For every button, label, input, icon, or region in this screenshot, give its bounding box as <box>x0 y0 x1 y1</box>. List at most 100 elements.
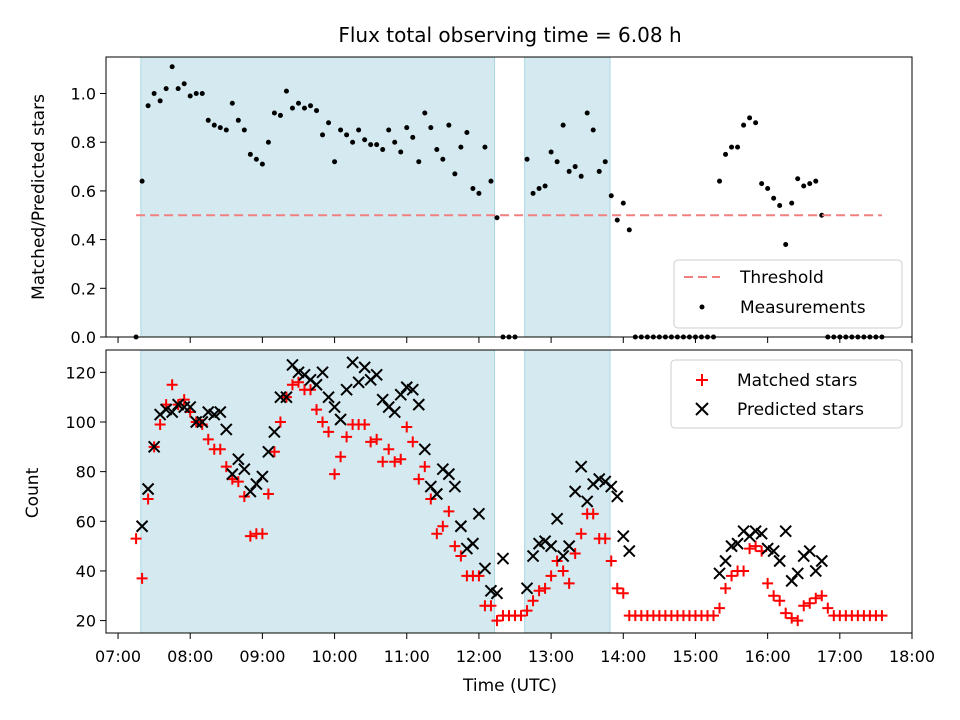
predicted-stars-point <box>346 356 359 369</box>
matched-stars-point <box>220 461 232 473</box>
measurement-point <box>151 91 157 97</box>
matched-stars-point <box>569 548 581 560</box>
predicted-stars-point <box>322 390 335 404</box>
matched-stars-point <box>804 597 816 609</box>
matched-stars-point <box>389 456 401 468</box>
predicted-stars-point <box>478 562 492 575</box>
matched-stars-point <box>407 436 419 448</box>
measurement-point <box>157 98 163 104</box>
measurement-point <box>723 151 729 157</box>
measurement-point <box>259 161 265 167</box>
predicted-stars-point <box>141 482 155 496</box>
bottom-y-tick-label: 80 <box>76 463 96 482</box>
matched-stars-point <box>395 453 407 465</box>
predicted-stars-point <box>370 368 383 382</box>
bottom-y-tick-label: 20 <box>76 612 96 631</box>
predicted-stars-point <box>779 525 792 538</box>
measurement-point <box>614 217 620 223</box>
predicted-stars-point <box>755 527 768 540</box>
predicted-stars-point <box>406 383 419 396</box>
measurement-point <box>572 164 578 170</box>
matched-stars-point <box>768 590 780 602</box>
measurement-point <box>596 168 602 174</box>
measurement-point <box>446 122 452 128</box>
legend-predicted-swatch <box>695 402 709 416</box>
matched-stars-point <box>262 488 274 500</box>
measurement-point <box>205 117 211 123</box>
matched-stars-point <box>202 433 214 445</box>
matched-stars-point <box>780 607 792 619</box>
measurement-point <box>560 122 566 128</box>
matched-stars-point <box>286 379 298 391</box>
measurement-point <box>271 110 277 116</box>
matched-stars-point <box>244 530 256 542</box>
matched-stars-point <box>443 505 455 517</box>
legend-predicted-label: Predicted stars <box>737 400 864 420</box>
predicted-stars-point <box>352 376 365 389</box>
matched-stars-point <box>335 451 347 463</box>
measurement-point <box>434 147 440 153</box>
bottom-y-tick-label: 60 <box>76 512 96 531</box>
measurement-point <box>362 137 368 143</box>
matched-stars-point <box>323 426 335 438</box>
matched-stars-point <box>798 600 810 612</box>
measurement-point <box>211 122 217 128</box>
measurement-point <box>169 64 175 70</box>
x-tick-label: 14:00 <box>600 647 646 666</box>
predicted-stars-point <box>496 552 510 565</box>
bottom-panel: 20 40 60 80 100 120 07:00 08:00 09:00 10:00 11:00 1… <box>23 349 935 696</box>
legend-matched-label: Matched stars <box>737 371 857 391</box>
predicted-stars-point <box>316 366 329 379</box>
measurement-point <box>428 125 434 131</box>
predicted-stars-point <box>280 390 293 404</box>
predicted-stars-point <box>442 467 456 481</box>
measurement-point <box>771 195 777 201</box>
measurement-point <box>554 159 560 165</box>
matched-stars-point <box>365 436 377 448</box>
measurement-point <box>620 200 626 206</box>
predicted-stars-point <box>388 405 401 419</box>
measurement-point <box>795 176 801 182</box>
predicted-stars-point <box>214 405 227 419</box>
measurement-point <box>735 144 741 150</box>
measurement-point <box>783 241 789 247</box>
measurement-point <box>530 190 536 196</box>
predicted-stars-point <box>785 574 798 588</box>
observing-window-shade <box>524 56 611 338</box>
predicted-stars-point <box>611 490 624 503</box>
matched-stars-point <box>431 528 443 540</box>
x-tick-label: 10:00 <box>312 647 358 666</box>
matched-stars-point <box>329 468 341 480</box>
measurement-point <box>729 144 735 150</box>
measurement-point <box>476 190 482 196</box>
predicted-stars-point <box>430 487 444 501</box>
x-tick-label: 12:00 <box>456 647 502 666</box>
matched-stars-point <box>274 416 286 428</box>
matched-stars-point <box>744 543 756 555</box>
matched-stars-point <box>557 565 569 577</box>
legend-measurements-label: Measurements <box>740 298 866 318</box>
x-tick-label: 18:00 <box>889 647 935 666</box>
predicted-stars-point <box>580 495 594 508</box>
matched-stars-point <box>473 570 485 582</box>
predicted-stars-point <box>556 549 570 563</box>
matched-stars-point <box>720 582 732 594</box>
top-y-tick-label: 0.6 <box>71 182 96 201</box>
matched-stars-point <box>521 605 533 617</box>
predicted-stars-point <box>713 567 726 580</box>
matched-stars-point <box>359 418 371 430</box>
measurement-point <box>253 156 259 162</box>
predicted-stars-point <box>617 529 630 543</box>
measurement-point <box>320 132 326 138</box>
measurement-point <box>163 86 169 92</box>
measurement-point <box>301 105 307 111</box>
measurement-point <box>542 183 548 189</box>
matched-stars-point <box>401 421 413 433</box>
measurement-point <box>277 112 283 118</box>
top-y-tick-label: 0.0 <box>71 328 96 347</box>
measurement-point <box>380 147 386 153</box>
matched-stars-point <box>533 585 545 597</box>
x-tick-label: 09:00 <box>239 647 285 666</box>
predicted-stars-point <box>394 388 407 401</box>
measurement-point <box>217 125 223 131</box>
